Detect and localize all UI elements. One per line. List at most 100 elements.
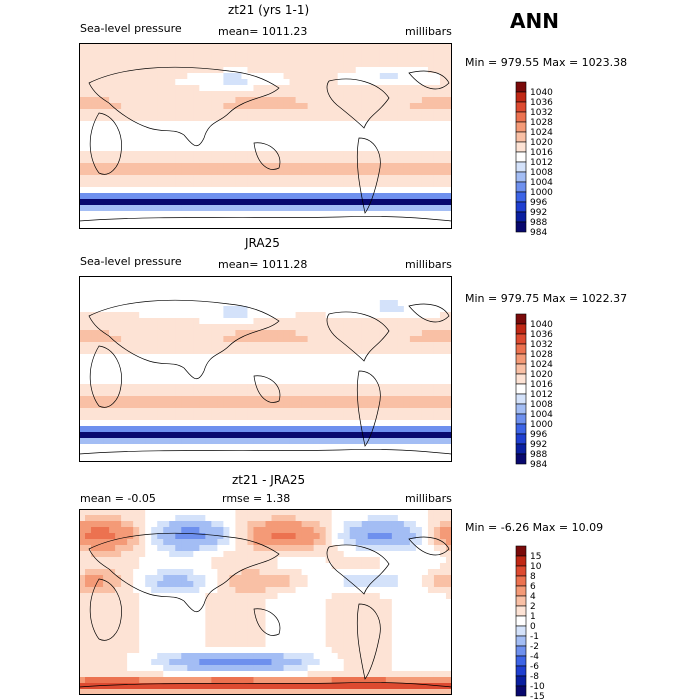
map-cell [163, 569, 170, 576]
map-cell [415, 115, 423, 122]
map-cell [397, 109, 405, 116]
map-cell [205, 533, 212, 540]
map-cell [199, 288, 206, 295]
map-cell [319, 354, 327, 361]
map-cell [253, 456, 261, 462]
map-cell [199, 605, 206, 612]
map-cell [187, 575, 194, 582]
map-cell [445, 402, 452, 409]
map-cell [319, 402, 327, 409]
map-cell [199, 127, 206, 134]
map-cell [391, 199, 399, 206]
map-cell [187, 276, 194, 283]
map-cell [265, 193, 273, 200]
map-cell [415, 521, 423, 528]
map-cell [313, 109, 321, 116]
map-cell [157, 181, 164, 188]
map-cell [97, 187, 104, 194]
map-cell [433, 348, 441, 355]
map-cell [127, 515, 134, 522]
map-cell [145, 49, 152, 56]
map-cell [283, 366, 291, 373]
map-cell [421, 539, 429, 546]
map-cell [337, 605, 345, 612]
map-cell [367, 55, 375, 62]
map-cell [415, 127, 423, 134]
map-cell [175, 109, 182, 116]
map-cell [331, 545, 339, 552]
map-cell [205, 414, 212, 421]
map-cell [349, 205, 357, 212]
map-cell [307, 587, 315, 594]
map-cell [319, 205, 327, 212]
map-cell [217, 569, 224, 576]
map-cell [121, 169, 128, 176]
map-cell [307, 145, 315, 152]
map-cell [343, 61, 351, 68]
map-cell [229, 217, 237, 224]
map-cell [355, 605, 363, 612]
map-cell [397, 163, 405, 170]
map-cell [193, 587, 200, 594]
map-cell [385, 288, 393, 295]
map-cell [445, 73, 452, 80]
map-cell [169, 336, 176, 343]
map-cell [367, 318, 375, 325]
map-cell [121, 330, 128, 337]
map-cell [181, 420, 188, 427]
map-cell [319, 115, 327, 122]
map-cell [379, 282, 387, 289]
map-cell [103, 450, 110, 457]
map-cell [397, 330, 405, 337]
map-cell [151, 390, 158, 397]
map-cell [229, 366, 237, 373]
map-cell [367, 575, 375, 582]
map-cell [373, 109, 381, 116]
map-cell [337, 97, 345, 104]
map-cell [211, 432, 218, 439]
map-cell [115, 205, 122, 212]
map-cell [181, 300, 188, 307]
map-cell [439, 312, 447, 319]
map-cell [433, 55, 441, 62]
map-cell [301, 181, 309, 188]
map-frame [79, 276, 452, 462]
map-cell [133, 211, 140, 218]
map-cell [391, 55, 399, 62]
map-cell [433, 151, 441, 158]
map-cell [259, 55, 267, 62]
map-cell [403, 509, 411, 516]
map-cell [187, 193, 194, 200]
map-cell [439, 276, 447, 283]
map-cell [277, 115, 285, 122]
map-cell [151, 420, 158, 427]
map-cell [343, 426, 351, 433]
map-cell [439, 444, 447, 451]
map-cell [283, 384, 291, 391]
map-cell [241, 91, 249, 98]
map-cell [97, 49, 104, 56]
map-cell [403, 336, 411, 343]
map-cell [403, 79, 411, 86]
map-cell [307, 527, 315, 534]
map-cell [289, 593, 297, 600]
map-cell [163, 181, 170, 188]
map-cell [343, 43, 351, 50]
map-cell [421, 432, 429, 439]
map-cell [331, 193, 339, 200]
map-cell [439, 408, 447, 415]
map-cell [367, 175, 375, 182]
map-cell [271, 163, 279, 170]
map-cell [313, 157, 321, 164]
map-cell [211, 193, 218, 200]
map-cell [355, 509, 363, 516]
map-cell [397, 288, 405, 295]
map-cell [325, 605, 333, 612]
map-cell [385, 348, 393, 355]
map-cell [199, 569, 206, 576]
colorbar-swatch [515, 353, 527, 365]
map-cell [367, 444, 375, 451]
map-cell [265, 115, 273, 122]
map-cell [115, 211, 122, 218]
map-cell [283, 85, 291, 92]
